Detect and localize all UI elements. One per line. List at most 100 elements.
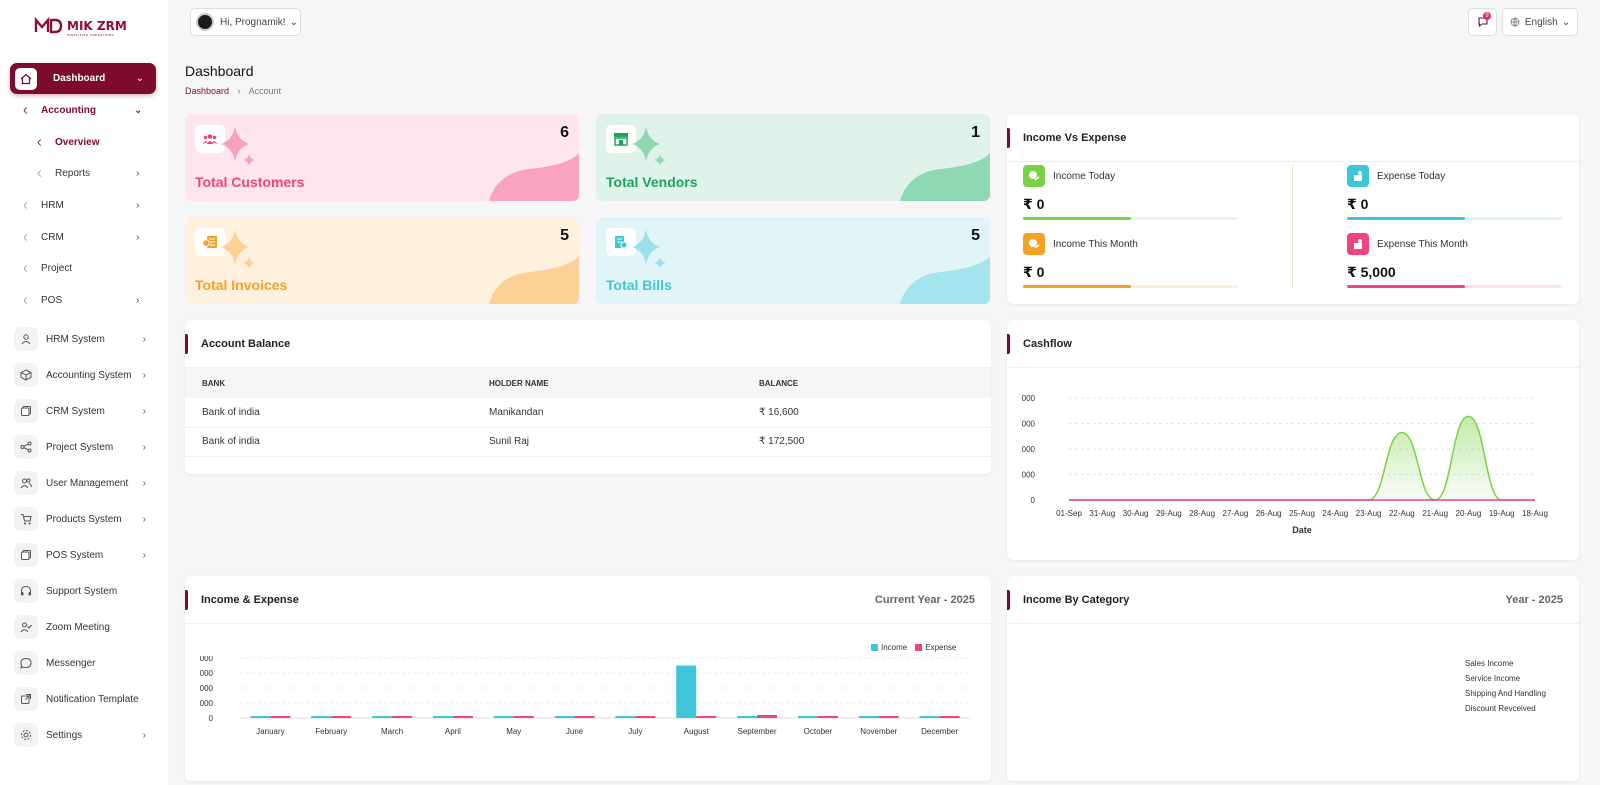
bar-income bbox=[432, 716, 453, 718]
sidebar-item-zoom-meeting[interactable]: Zoom Meeting bbox=[14, 615, 154, 639]
sidebar-item-label: Settings bbox=[46, 729, 83, 741]
expense-month-label: Expense This Month bbox=[1377, 239, 1468, 250]
total-vendors-label: Total Vendors bbox=[606, 174, 698, 190]
sidebar-item-support-system[interactable]: Support System bbox=[14, 579, 154, 603]
language-select[interactable]: English ⌄ bbox=[1502, 8, 1578, 36]
x-tick-label: 19-Aug bbox=[1489, 509, 1515, 518]
bar-income bbox=[676, 665, 697, 718]
breadcrumb-home[interactable]: Dashboard bbox=[185, 86, 230, 96]
sidebar-item-label: Support System bbox=[46, 585, 118, 597]
chevron-right-icon: › bbox=[237, 86, 241, 96]
income-area bbox=[1069, 416, 1535, 500]
legend-item[interactable]: Shipping And Handling bbox=[1465, 689, 1546, 698]
chevron-right-icon: › bbox=[136, 200, 140, 211]
svg-text:SIMPLIFIED OPERATIONS: SIMPLIFIED OPERATIONS bbox=[67, 33, 114, 37]
bar-expense bbox=[696, 716, 717, 718]
expense-month-value: ₹ 5,000 bbox=[1347, 264, 1396, 280]
legend-item[interactable]: Sales Income bbox=[1465, 659, 1514, 668]
sidebar-item-notification-template[interactable]: Notification Template bbox=[14, 687, 154, 711]
sidebar-item-label: CRM System bbox=[46, 405, 105, 417]
card-title-text: Income & Expense bbox=[201, 593, 299, 606]
sidebar-item-products-system[interactable]: Products System › bbox=[14, 507, 154, 531]
x-tick-label: 29-Aug bbox=[1156, 509, 1182, 518]
x-tick-label: 26-Aug bbox=[1256, 509, 1282, 518]
sidebar-item-label: Zoom Meeting bbox=[46, 621, 110, 633]
legend-income[interactable]: Income bbox=[881, 643, 908, 652]
x-tick-label: 20-Aug bbox=[1456, 509, 1482, 518]
bar-income bbox=[919, 716, 940, 718]
chevron-down-icon: ⌄ bbox=[134, 105, 143, 116]
store-icon bbox=[606, 125, 636, 153]
bill-icon bbox=[606, 228, 636, 256]
sidebar-item-messenger[interactable]: Messenger bbox=[14, 651, 154, 675]
bar-expense bbox=[757, 715, 778, 718]
x-tick-label: July bbox=[628, 727, 642, 736]
wave-decoration bbox=[900, 256, 990, 304]
bullet-icon bbox=[22, 201, 31, 210]
sparkle-decoration bbox=[221, 229, 255, 269]
card-title-text: Income Vs Expense bbox=[1023, 131, 1127, 144]
card-title: Cashflow bbox=[1007, 320, 1579, 368]
legend-expense[interactable]: Expense bbox=[925, 643, 957, 652]
cell-holder-name: Sunil Raj bbox=[472, 427, 742, 457]
x-tick-label: December bbox=[921, 727, 958, 736]
income-month-label: Income This Month bbox=[1053, 239, 1138, 250]
app-logo[interactable]: MIK ZRM SIMPLIFIED OPERATIONS bbox=[34, 14, 134, 37]
sidebar-item-settings[interactable]: Settings › bbox=[14, 723, 154, 747]
sparkle-decoration bbox=[632, 126, 666, 166]
sidebar-item-crm-system[interactable]: CRM System › bbox=[14, 399, 154, 423]
total-customers-label: Total Customers bbox=[195, 174, 305, 190]
sidebar-item-dashboard[interactable]: Dashboard ⌄ bbox=[10, 63, 156, 94]
total-customers-card[interactable]: 6 Total Customers bbox=[185, 114, 579, 201]
sidebar-item-accounting-system[interactable]: Accounting System › bbox=[14, 363, 154, 387]
expense-today-label: Expense Today bbox=[1377, 171, 1446, 182]
income-vs-expense-card: Income Vs Expense Income Today ₹ 0 Expen… bbox=[1007, 114, 1579, 304]
sidebar-item-label: HRM System bbox=[46, 333, 105, 345]
total-vendors-card[interactable]: 1 Total Vendors bbox=[596, 114, 990, 201]
chevron-right-icon: › bbox=[142, 729, 146, 741]
sidebar-item-pos[interactable]: POS › bbox=[22, 295, 148, 306]
notification-button[interactable]: 9 bbox=[1468, 8, 1497, 36]
invoice-icon bbox=[195, 228, 225, 256]
y-tick-label: 000 bbox=[1022, 471, 1036, 480]
income-today-label: Income Today bbox=[1053, 171, 1116, 182]
x-tick-label: 28-Aug bbox=[1189, 509, 1215, 518]
sidebar-item-crm[interactable]: CRM › bbox=[22, 232, 148, 243]
y-tick-label: 0 bbox=[209, 714, 214, 723]
total-invoices-card[interactable]: 5 Total Invoices bbox=[185, 217, 579, 304]
user-menu-button[interactable]: Hi, Prognamik! ⌄ bbox=[190, 8, 301, 36]
language-label: English bbox=[1524, 16, 1558, 28]
sidebar-item-reports[interactable]: Reports › bbox=[36, 168, 148, 179]
y-tick-label: 000 bbox=[200, 656, 214, 663]
total-customers-value: 6 bbox=[560, 124, 569, 141]
box-icon bbox=[14, 363, 38, 387]
sidebar-item-user-management[interactable]: User Management › bbox=[14, 471, 154, 495]
users-icon bbox=[195, 125, 225, 153]
legend-item[interactable]: Service Income bbox=[1465, 674, 1521, 683]
layers-icon bbox=[14, 399, 38, 423]
category-legend: Sales Income Service Income Shipping And… bbox=[1465, 656, 1546, 716]
cell-balance: ₹ 172,500 bbox=[742, 427, 991, 457]
total-bills-card[interactable]: 5 Total Bills bbox=[596, 217, 990, 304]
sidebar-item-hrm-system[interactable]: HRM System › bbox=[14, 327, 154, 351]
x-tick-label: 30-Aug bbox=[1123, 509, 1149, 518]
cart-icon bbox=[14, 507, 38, 531]
card-title-text: Cashflow bbox=[1023, 337, 1072, 350]
sidebar-item-project[interactable]: Project bbox=[22, 263, 148, 274]
wave-decoration bbox=[489, 153, 579, 201]
legend-swatch-income bbox=[871, 644, 878, 651]
sidebar-item-hrm[interactable]: HRM › bbox=[22, 200, 148, 211]
bar-expense bbox=[452, 716, 473, 718]
bar-income bbox=[858, 716, 879, 718]
sidebar-item-overview[interactable]: Overview bbox=[36, 137, 148, 148]
sidebar-item-project-system[interactable]: Project System › bbox=[14, 435, 154, 459]
cell-bank: Bank of india bbox=[185, 398, 472, 428]
wave-decoration bbox=[900, 153, 990, 201]
chevron-right-icon: › bbox=[142, 477, 146, 489]
legend-item[interactable]: Discount Revceived bbox=[1465, 704, 1536, 713]
sidebar-item-pos-system[interactable]: POS System › bbox=[14, 543, 154, 567]
sidebar-item-accounting[interactable]: Accounting ⌄ bbox=[22, 105, 144, 116]
x-tick-label: March bbox=[381, 727, 403, 736]
period-label: Year - 2025 bbox=[1505, 593, 1564, 606]
gear-icon bbox=[14, 723, 38, 747]
